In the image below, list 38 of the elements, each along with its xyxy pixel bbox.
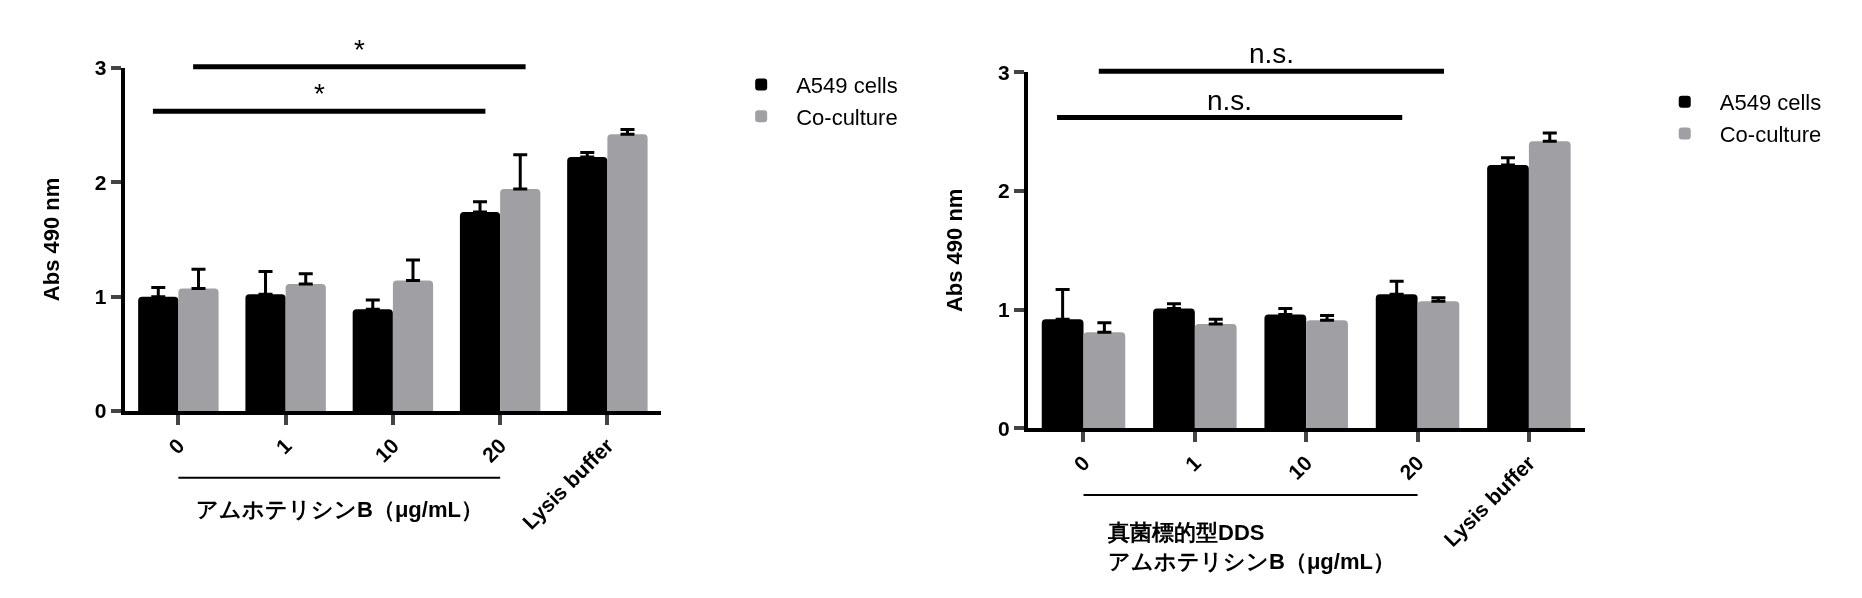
x-tick-label: 1 xyxy=(1180,450,1206,476)
legend-label: A549 cells xyxy=(796,73,898,99)
y-tick-label: 0 xyxy=(94,399,107,423)
x-axis-title: 真菌標的型DDS アムホテリシンB（μg/mL） xyxy=(1107,520,1395,574)
x-tick-label: 0 xyxy=(1069,450,1094,476)
x-tick-label: 20 xyxy=(1395,450,1428,484)
text: n.s. xyxy=(1249,38,1295,69)
annotation: n.s. xyxy=(1207,85,1253,116)
x-tick-label: 10 xyxy=(1283,450,1317,484)
legend-label: Co-culture xyxy=(1719,121,1822,147)
x-tick-label: 0 xyxy=(164,433,189,459)
bar xyxy=(392,280,434,412)
y-axis-title: Abs 490 nm xyxy=(942,188,968,313)
y-axis-title: Abs 490 nm xyxy=(39,177,65,302)
x-axis-title: アムホテリシンB（μg/mL） xyxy=(196,497,483,522)
y-tick-label: 3 xyxy=(94,56,107,80)
y-tick-label: 0 xyxy=(997,416,1010,440)
y-tick-label: 2 xyxy=(997,179,1010,203)
bar xyxy=(1194,323,1237,429)
bar xyxy=(1083,332,1126,429)
x-tick-label: 20 xyxy=(477,433,511,467)
bar xyxy=(285,284,326,412)
text: * xyxy=(354,34,365,65)
bar xyxy=(1306,320,1348,429)
y-tick-label: 1 xyxy=(997,298,1010,322)
legend-label: Co-culture xyxy=(796,104,898,130)
y-tick-label: 3 xyxy=(997,60,1010,84)
legend-label: A549 cells xyxy=(1719,90,1822,116)
y-tick-label: 1 xyxy=(94,284,107,308)
y-tick-label: 2 xyxy=(94,170,107,194)
bar xyxy=(500,189,541,412)
bar xyxy=(1417,301,1460,429)
x-tick-label: 10 xyxy=(370,433,404,467)
bar xyxy=(1528,141,1571,429)
x-tick-label: 1 xyxy=(271,433,297,459)
annotation: * xyxy=(314,78,325,109)
bar xyxy=(178,288,219,412)
bar xyxy=(607,134,648,412)
